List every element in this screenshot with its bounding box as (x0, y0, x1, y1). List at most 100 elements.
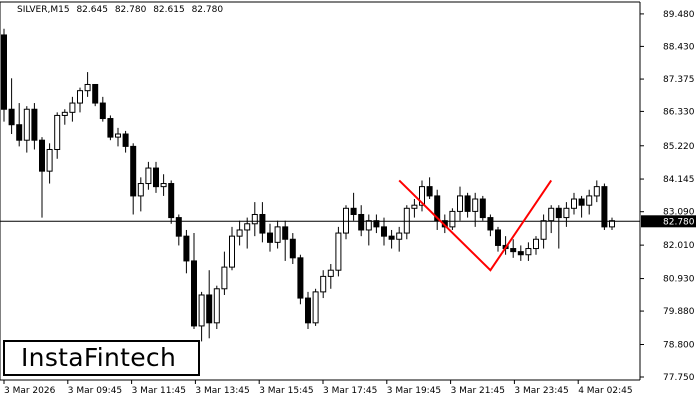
candle-body (403, 207, 410, 234)
candle-body (457, 195, 463, 212)
price-tick-label: 85.220 (663, 142, 695, 152)
candle-body (411, 204, 418, 209)
close-value: 82.780 (191, 5, 224, 15)
price-tick-label: 86.330 (663, 107, 695, 117)
price-tick-label: 80.930 (663, 275, 695, 285)
price-tick-label: 87.375 (663, 75, 695, 85)
candle-body (320, 275, 327, 293)
candle-body (487, 217, 494, 231)
candle-body (145, 167, 152, 185)
candle-body (381, 226, 387, 237)
time-tick-label: 3 Mar 17:45 (323, 386, 377, 396)
candle-body (327, 269, 334, 277)
candle-body (137, 183, 144, 197)
candle-body (229, 235, 235, 268)
candle-body (312, 291, 319, 324)
price-axis: 89.480 88.430 87.375 86.330 85.220 84.145 83.0… (0, 1, 696, 383)
candle-body (495, 229, 501, 246)
high-value: 82.780 (114, 5, 147, 15)
candle-body (259, 213, 266, 234)
candle-body (46, 148, 53, 172)
candle-body (191, 260, 197, 327)
candle-body (350, 207, 357, 215)
price-tick-label: 84.145 (663, 175, 695, 185)
candle-body (23, 108, 30, 141)
candle-body (305, 297, 311, 324)
price-tick-label: 79.880 (663, 307, 695, 317)
candle-body (335, 232, 342, 271)
instafintech-logo: InstaFintech (3, 340, 200, 376)
candle-body (236, 229, 243, 237)
candle-body (107, 118, 114, 138)
candle-body (563, 207, 570, 219)
candle-body (609, 220, 615, 228)
candle-body (419, 186, 425, 206)
candle-body (517, 251, 524, 256)
candle-body (289, 238, 296, 259)
candle-body (343, 207, 349, 234)
time-tick-label: 3 Mar 2026 (4, 386, 56, 396)
candle-body (61, 111, 68, 116)
candle-body (434, 195, 441, 222)
candle-body (267, 232, 273, 243)
current-price-label: 82.780 (663, 217, 695, 227)
candle-body (388, 235, 395, 240)
price-tick-label: 88.430 (663, 42, 695, 52)
time-tick-label: 3 Mar 23:45 (514, 386, 568, 396)
candle-body (533, 238, 539, 250)
candle-body (198, 294, 205, 327)
time-tick-label: 3 Mar 19:45 (387, 386, 441, 396)
candle-body (426, 186, 433, 197)
candle-body (540, 220, 547, 240)
candle-body (99, 102, 106, 120)
time-tick-label: 3 Mar 15:45 (259, 386, 313, 396)
price-tick-label: 83.090 (663, 208, 695, 218)
candle-body (358, 213, 365, 231)
candle-body (593, 186, 600, 197)
candle-body (282, 226, 289, 240)
candle-body (525, 248, 532, 256)
time-tick-label: 3 Mar 09:45 (68, 386, 122, 396)
candle-body (183, 235, 190, 262)
candle-body (297, 257, 304, 299)
candle-body (16, 124, 23, 141)
candle-body (54, 114, 61, 150)
current-price-tag (641, 215, 696, 228)
double-top-pattern-line (398, 179, 553, 272)
chart-header: SILVER,M15 82.645 82.780 82.615 82.780 (17, 5, 227, 15)
candle-body (548, 207, 555, 222)
candle-body (115, 133, 121, 138)
candle-body (213, 288, 220, 324)
candle-body (92, 83, 99, 104)
candle-body (479, 198, 486, 219)
candle-body (153, 167, 159, 188)
price-tick-label: 82.010 (663, 241, 695, 251)
candle-body (601, 186, 608, 228)
price-tick-label: 89.480 (663, 10, 695, 20)
candle-body (31, 108, 38, 141)
candle-body (84, 83, 91, 92)
price-tick-label: 78.800 (663, 340, 695, 350)
open-value: 82.645 (76, 5, 108, 15)
candle-body (578, 198, 585, 206)
candle-body (77, 90, 83, 104)
pattern-layer (398, 179, 553, 272)
time-tick-label: 4 Mar 02:45 (578, 386, 632, 396)
candle-body (464, 195, 471, 212)
candle-body (168, 183, 175, 219)
candle-body (130, 145, 137, 197)
price-tick-label: 77.750 (663, 373, 695, 383)
candle-body (1, 34, 7, 110)
candle-body (373, 220, 380, 228)
candle-body (160, 183, 167, 188)
time-axis: 3 Mar 2026 3 Mar 09:45 3 Mar 11:45 3 Mar 13… (0, 379, 640, 396)
time-tick-label: 3 Mar 13:45 (195, 386, 249, 396)
candle-body (510, 248, 517, 253)
candle-body (122, 133, 129, 147)
candle-body (39, 139, 45, 172)
candle-body (365, 220, 372, 231)
low-value: 82.615 (153, 5, 185, 15)
candle-body (69, 102, 76, 113)
candle-body (571, 198, 577, 209)
